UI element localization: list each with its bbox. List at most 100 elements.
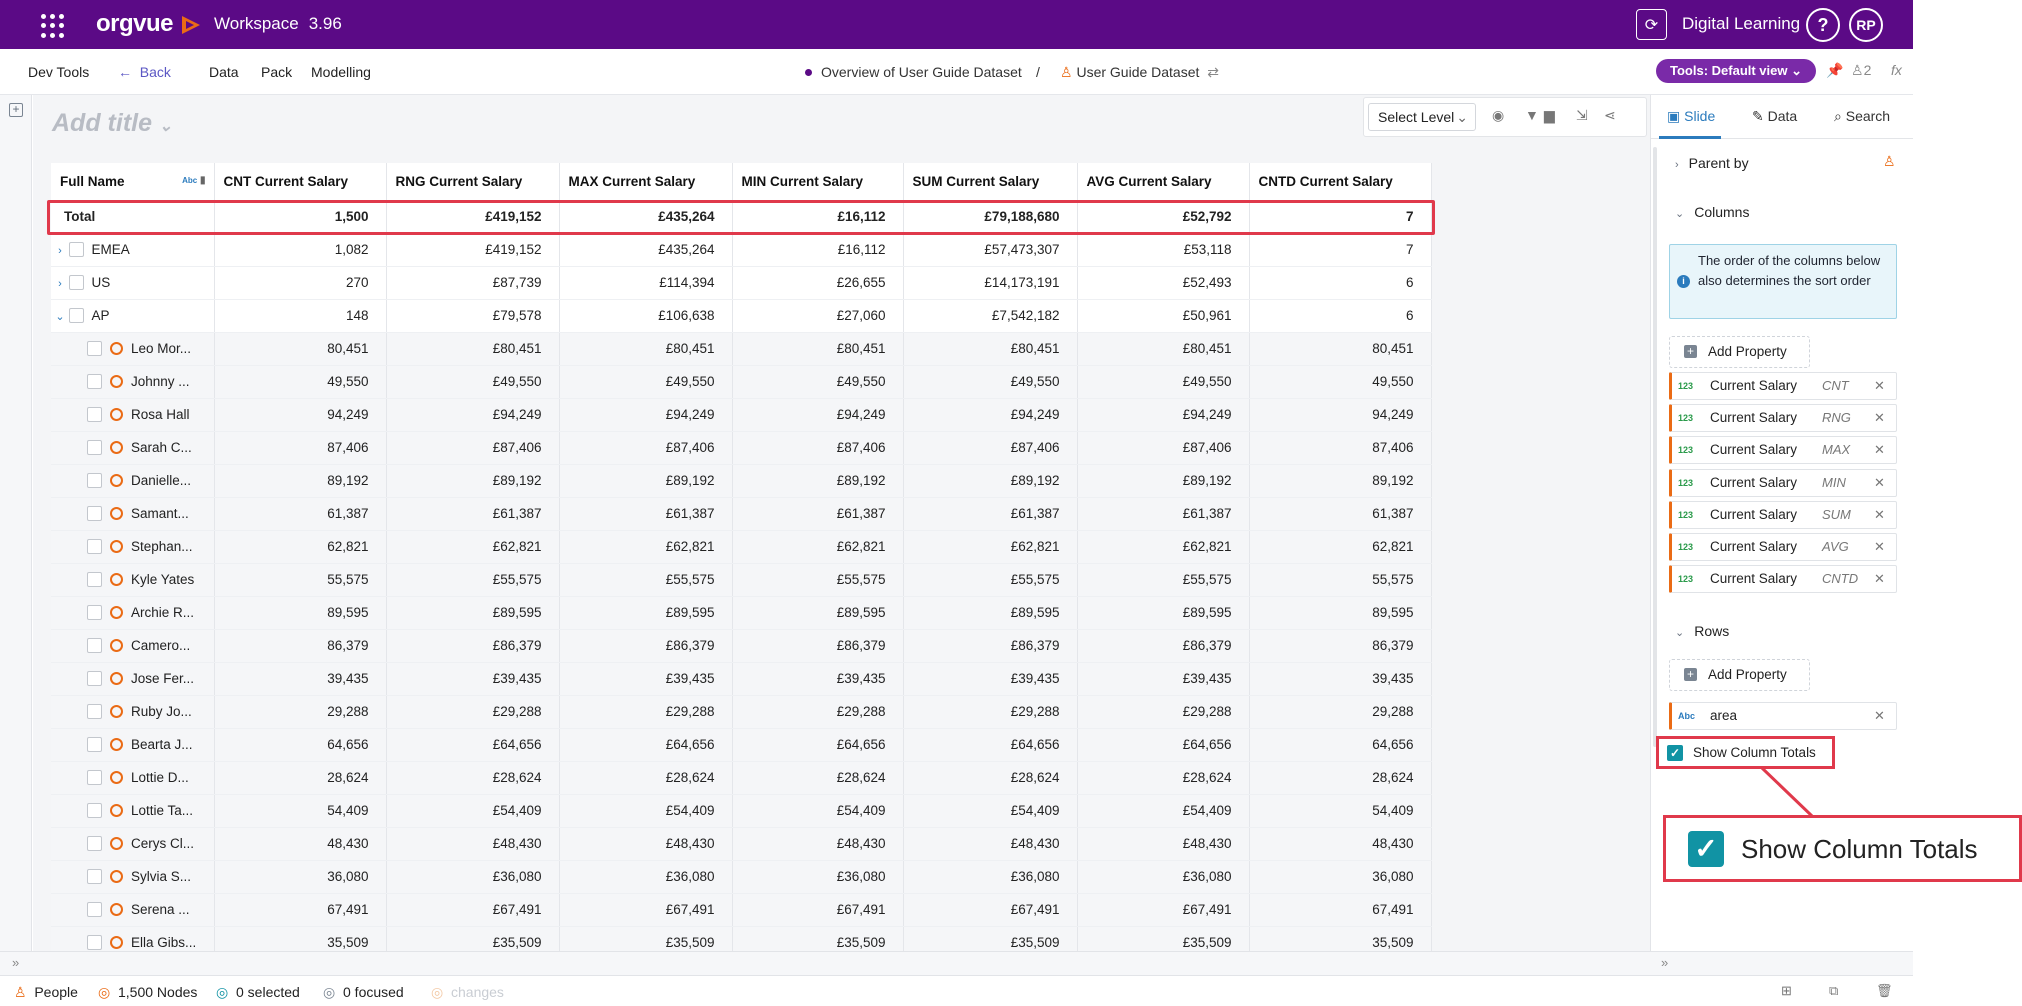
help-button[interactable]: ? [1806, 8, 1840, 42]
row-checkbox[interactable] [87, 671, 102, 686]
row-name-cell[interactable]: Bearta J... [51, 728, 215, 762]
status-selected[interactable]: ◎ 0 selected [216, 984, 300, 1000]
chevron-right-icon[interactable]: › [58, 278, 62, 290]
remove-icon[interactable]: ✕ [1874, 708, 1885, 723]
select-level-dropdown[interactable]: Select Level ⌄ [1368, 103, 1476, 131]
pin-icon[interactable]: 📌 [1826, 62, 1844, 78]
share-icon[interactable]: ⋖ [1604, 107, 1616, 123]
column-header[interactable]: RNG Current Salary [386, 163, 560, 201]
table-row-group[interactable]: › US 270 £87,739 £114,394 £26,655 £14,173,191… [51, 266, 1631, 300]
filter-icon[interactable]: ▼ [1525, 107, 1539, 123]
row-checkbox[interactable] [87, 737, 102, 752]
status-nodes[interactable]: ◎ 1,500 Nodes [98, 984, 198, 1000]
column-header[interactable]: SUM Current Salary [903, 163, 1078, 201]
remove-icon[interactable]: ✕ [1874, 410, 1885, 426]
status-people[interactable]: ♙ People [14, 984, 78, 1000]
row-name-cell[interactable]: Ella Gibs... [51, 926, 215, 953]
row-name-cell[interactable]: Stephan... [51, 530, 215, 564]
remove-icon[interactable]: ✕ [1874, 571, 1885, 587]
refresh-icon[interactable]: ⇄ [1207, 64, 1219, 80]
remove-icon[interactable]: ✕ [1874, 506, 1885, 522]
row-checkbox[interactable] [87, 638, 102, 653]
row-checkbox[interactable] [87, 506, 102, 521]
row-checkbox[interactable] [87, 572, 102, 587]
table-row-person[interactable]: Kyle Yates 55,575 £55,575 £55,575 £55,575 £55… [51, 563, 1631, 597]
row-checkbox[interactable] [87, 935, 102, 950]
row-checkbox[interactable] [87, 341, 102, 356]
menu-dev-tools[interactable]: Dev Tools [28, 64, 90, 80]
table-row-person[interactable]: Serena ... 67,491 £67,491 £67,491 £67,491 £67… [51, 893, 1631, 927]
breadcrumb-dataset[interactable]: ♙ User Guide Dataset ⇄ [1060, 64, 1219, 80]
chevron-right-icon[interactable]: › [58, 245, 62, 257]
trash-icon[interactable]: 🗑 [1876, 983, 1893, 998]
back-button[interactable]: ← Back [118, 64, 171, 80]
table-row-person[interactable]: Danielle... 89,192 £89,192 £89,192 £89,192 £8… [51, 464, 1631, 498]
row-checkbox[interactable] [69, 242, 84, 257]
remove-icon[interactable]: ✕ [1874, 378, 1885, 393]
table-row-person[interactable]: Leo Mor... 80,451 £80,451 £80,451 £80,451 £80… [51, 332, 1631, 366]
tab-search[interactable]: ⌕ Search [1834, 108, 1891, 124]
column-chip[interactable]: 123 Current Salary RNG ✕ [1669, 404, 1897, 433]
table-row-person[interactable]: Johnny ... 49,550 £49,550 £49,550 £49,550 £49… [51, 365, 1631, 399]
row-name-cell[interactable]: Serena ... [51, 893, 215, 927]
row-name-cell[interactable]: Leo Mor... [51, 332, 215, 366]
show-column-totals-checkbox[interactable]: ✓ Show Column Totals [1656, 736, 1835, 769]
remove-icon[interactable]: ✕ [1874, 539, 1885, 554]
column-header[interactable]: AVG Current Salary [1077, 163, 1250, 201]
row-checkbox[interactable] [87, 539, 102, 554]
row-checkbox[interactable] [87, 605, 102, 620]
rows-section[interactable]: ⌄ Rows [1675, 623, 1730, 639]
table-row-group[interactable]: › EMEA 1,082 £419,152 £435,264 £16,112 £57,47… [51, 233, 1631, 267]
table-row-person[interactable]: Sarah C... 87,406 £87,406 £87,406 £87,406 £87… [51, 431, 1631, 465]
row-name-cell[interactable]: › US [51, 266, 215, 300]
add-title-input[interactable]: Add title ⌄ [52, 109, 173, 137]
row-name-cell[interactable]: Johnny ... [51, 365, 215, 399]
table-row-person[interactable]: Samant... 61,387 £61,387 £61,387 £61,387 £61,… [51, 497, 1631, 531]
copy-icon[interactable]: ⧉ [1829, 983, 1839, 998]
row-checkbox[interactable] [69, 275, 84, 290]
menu-modelling[interactable]: Modelling [311, 64, 371, 80]
table-row-person[interactable]: Cerys Cl... 48,430 £48,430 £48,430 £48,430 £4… [51, 827, 1631, 861]
row-name-cell[interactable]: Sylvia S... [51, 860, 215, 894]
column-header[interactable]: MAX Current Salary [559, 163, 733, 201]
row-checkbox[interactable] [87, 902, 102, 917]
column-chip[interactable]: 123 Current Salary CNT ✕ [1669, 372, 1897, 400]
tools-view-button[interactable]: Tools: Default view ⌄ [1656, 59, 1817, 83]
row-name-cell[interactable]: Rosa Hall [51, 398, 215, 432]
tab-slide[interactable]: ▣ Slide [1667, 108, 1716, 124]
user-group-label[interactable]: Digital Learning [1682, 14, 1801, 33]
aggregation-label[interactable]: MIN [1822, 474, 1846, 490]
row-name-cell[interactable]: Camero... [51, 629, 215, 663]
column-header-full-name[interactable]: Full Name Abc ▮ [51, 163, 215, 201]
column-chip[interactable]: 123 Current Salary CNTD ✕ [1669, 565, 1897, 594]
remove-icon[interactable]: ✕ [1874, 442, 1885, 458]
table-row-person[interactable]: Ella Gibs... 35,509 £35,509 £35,509 £35,509 £… [51, 926, 1631, 953]
expand-left-icon[interactable]: » [12, 955, 20, 970]
row-checkbox[interactable] [87, 440, 102, 455]
aggregation-label[interactable]: AVG [1822, 539, 1849, 554]
aggregation-label[interactable]: MAX [1822, 442, 1851, 458]
row-name-cell[interactable]: Jose Fer... [51, 662, 215, 696]
column-chip[interactable]: 123 Current Salary SUM ✕ [1669, 500, 1897, 529]
table-row-person[interactable]: Sylvia S... 36,080 £36,080 £36,080 £36,080 £3… [51, 860, 1631, 894]
aggregation-label[interactable]: RNG [1822, 410, 1851, 426]
row-name-cell[interactable]: Sarah C... [51, 431, 215, 465]
table-row-person[interactable]: Archie R... 89,595 £89,595 £89,595 £89,595 £8… [51, 596, 1631, 630]
row-checkbox[interactable] [87, 374, 102, 389]
table-row-person[interactable]: Rosa Hall 94,249 £94,249 £94,249 £94,249 £94,… [51, 398, 1631, 432]
aggregation-label[interactable]: CNT [1822, 378, 1849, 393]
avatar[interactable]: RP [1849, 8, 1883, 42]
aggregation-label[interactable]: SUM [1822, 506, 1851, 522]
table-row-person[interactable]: Camero... 86,379 £86,379 £86,379 £86,379 £86,… [51, 629, 1631, 663]
table-row-person[interactable]: Bearta J... 64,656 £64,656 £64,656 £64,656 £6… [51, 728, 1631, 762]
chevron-down-icon[interactable]: ⌄ [55, 311, 65, 323]
tab-data[interactable]: ✎ Data [1752, 108, 1798, 124]
row-checkbox[interactable] [69, 308, 84, 323]
row-chip-area[interactable]: Abc area ✕ [1669, 702, 1897, 730]
add-panel-icon[interactable]: + [9, 103, 23, 117]
table-row-person[interactable]: Lottie D... 28,624 £28,624 £28,624 £28,624 £2… [51, 761, 1631, 795]
row-name-cell[interactable]: ⌄ AP [51, 299, 215, 333]
table-row-person[interactable]: Jose Fer... 39,435 £39,435 £39,435 £39,435 £3… [51, 662, 1631, 696]
row-checkbox[interactable] [87, 869, 102, 884]
add-icon[interactable]: ⊞ [1781, 983, 1792, 998]
